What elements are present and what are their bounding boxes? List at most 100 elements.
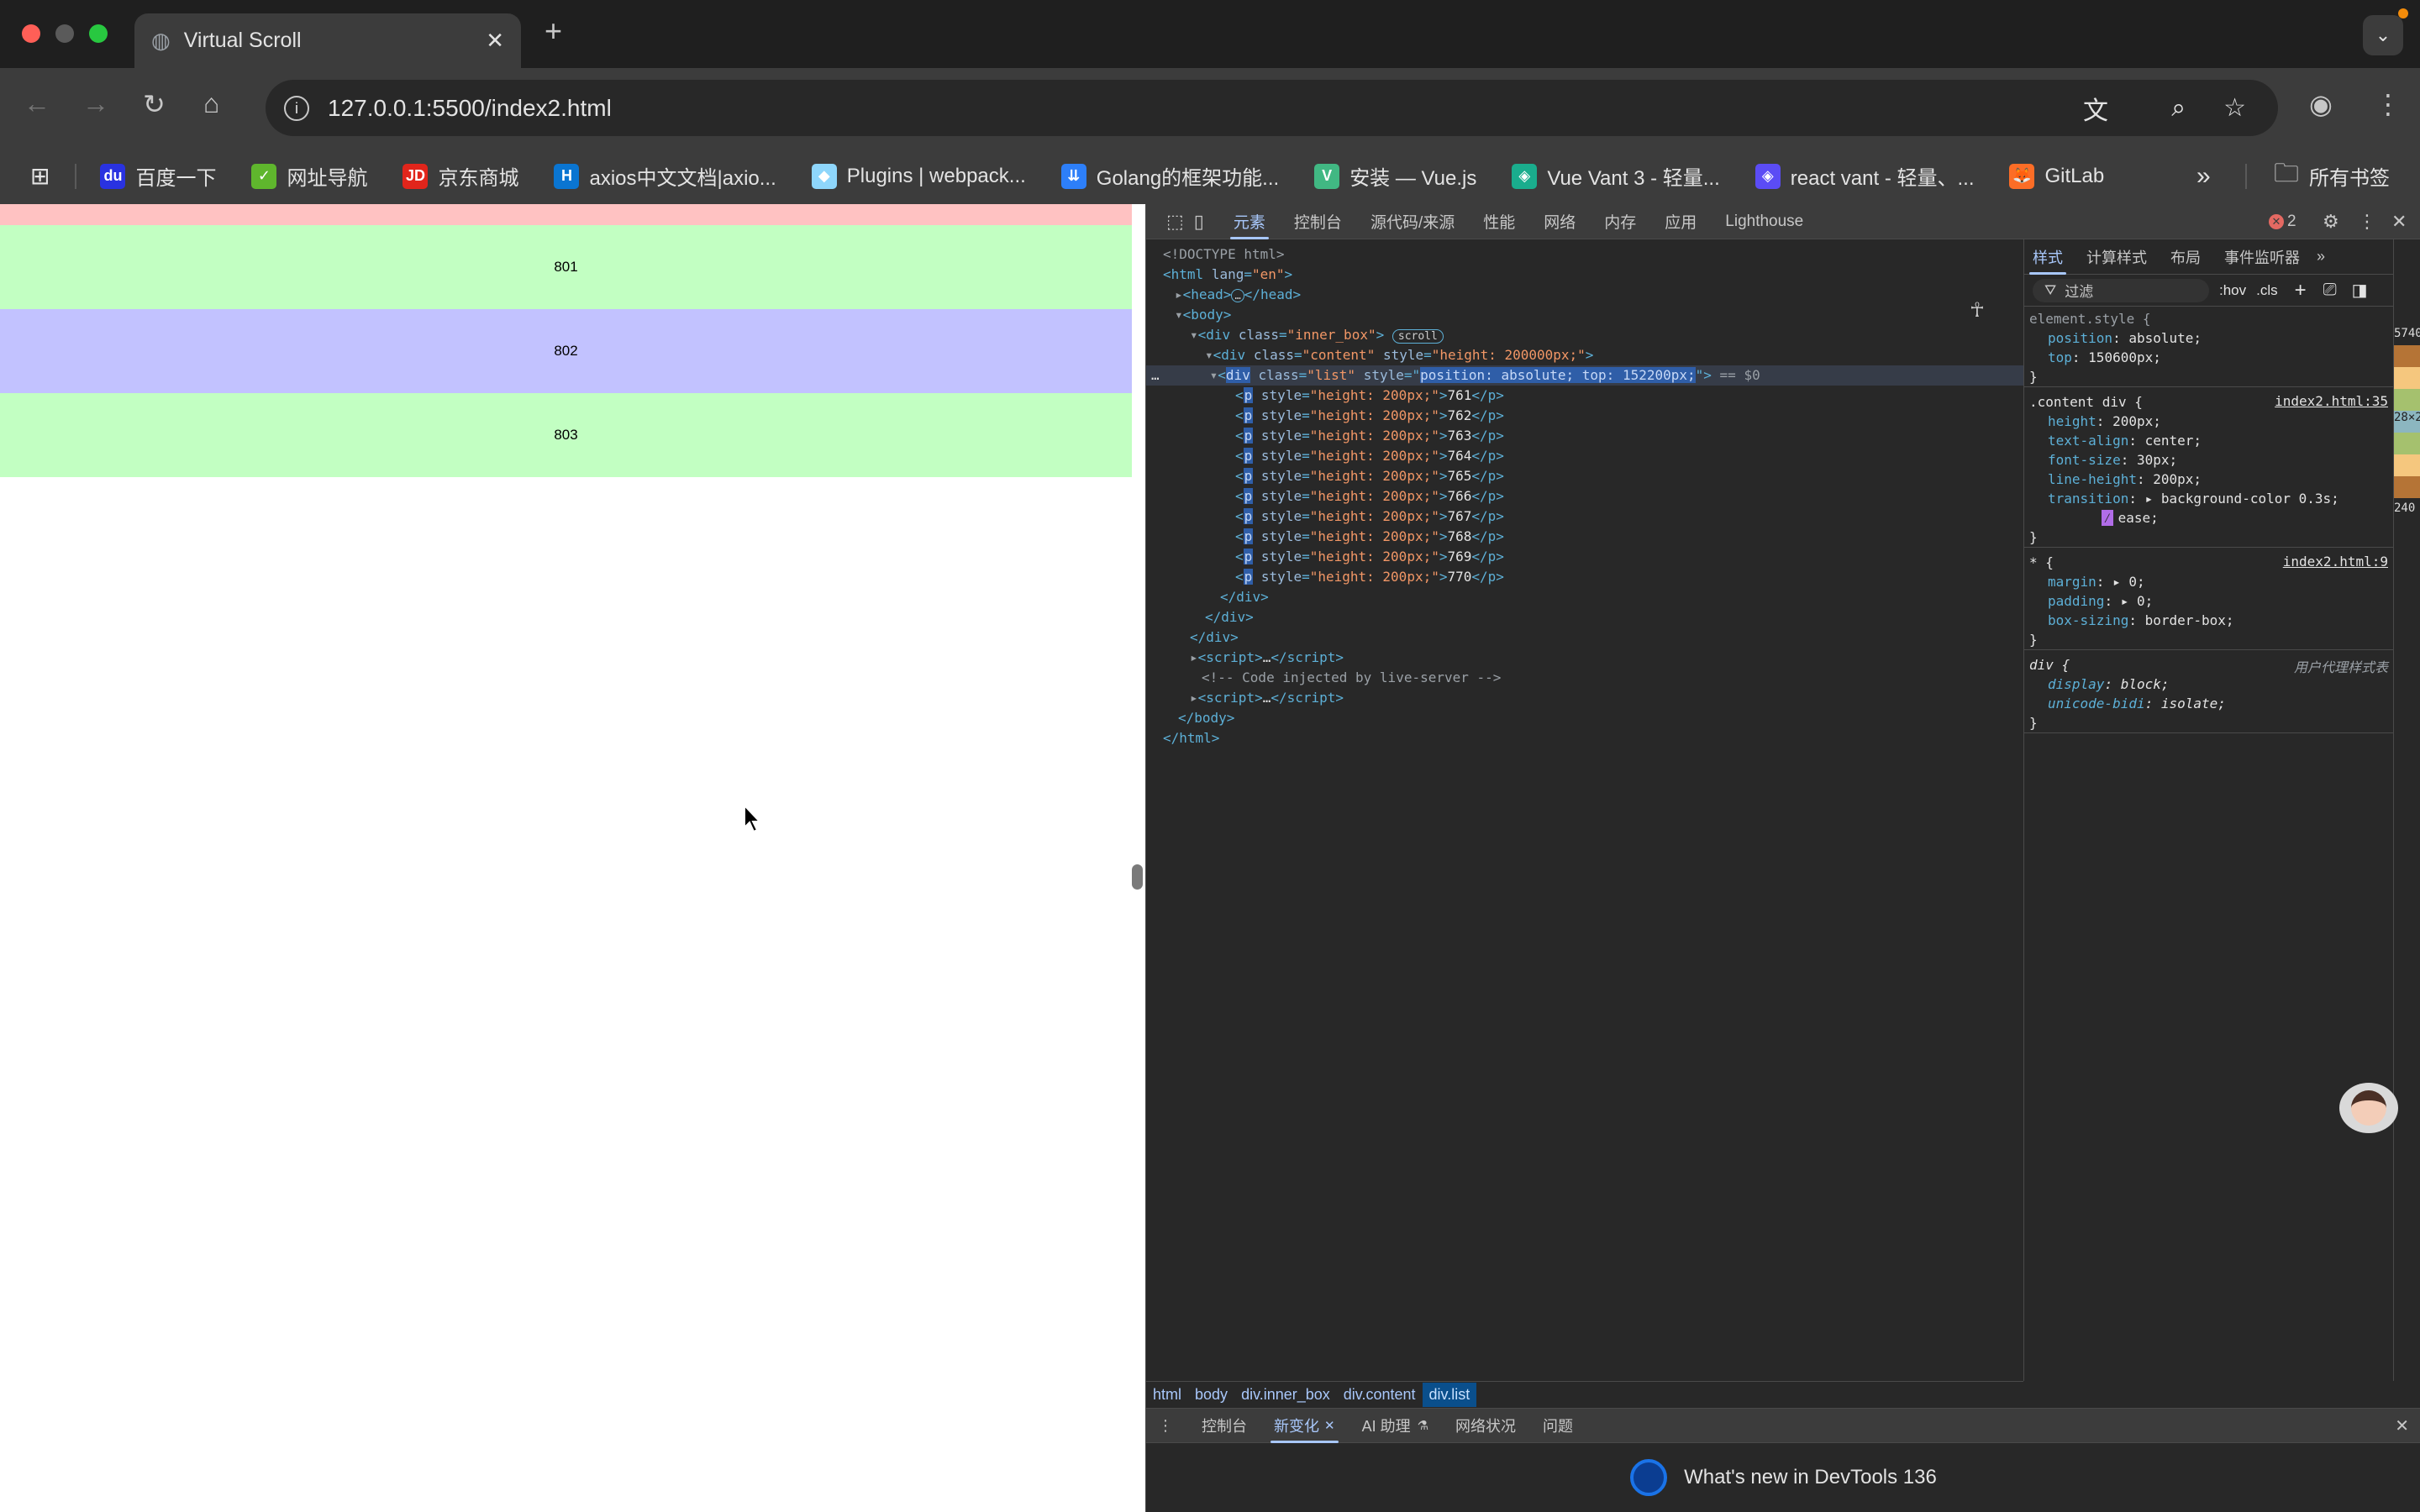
forward-icon[interactable]: → (82, 88, 109, 118)
elements-dom-tree[interactable]: <!DOCTYPE html> <html lang="en"> ▸<head>… (1146, 239, 2023, 1381)
scroll-badge[interactable]: scroll (1392, 329, 1444, 344)
styles-tab[interactable]: 事件监听器 (2224, 249, 2300, 266)
maximize-window-button[interactable] (89, 24, 108, 43)
new-style-rule-icon[interactable]: + (2294, 278, 2307, 302)
bookmark-item[interactable]: ✓ 网址导航 (251, 161, 367, 191)
dom-html[interactable]: <html lang="en"> (1163, 266, 1293, 282)
bookmark-item[interactable]: ◈ react vant - 轻量、... (1754, 161, 1974, 191)
dom-p-item[interactable]: <p style="height: 200px;">762</p> (1235, 407, 1504, 423)
css-property[interactable]: unicode-bidi: isolate; (2048, 696, 2226, 711)
css-source-link[interactable]: index2.html:9 (2282, 554, 2388, 570)
inspect-element-icon[interactable]: ⬚ (1166, 210, 1184, 232)
hov-toggle[interactable]: :hov (2219, 281, 2247, 298)
css-selector[interactable]: div { (2029, 657, 2070, 673)
drawer-tab[interactable]: 问题 (1543, 1408, 1573, 1443)
bookmark-item[interactable]: V 安装 — Vue.js (1314, 161, 1476, 191)
drawer-menu-icon[interactable]: ⋮ (1158, 1416, 1173, 1434)
accessibility-icon[interactable]: ☥ (1970, 298, 1985, 322)
dom-content[interactable]: ▾<div class="content" style="height: 200… (1205, 347, 1594, 363)
css-property[interactable]: display: block; (2048, 676, 2170, 692)
devtools-tab[interactable]: 元素 (1229, 204, 1269, 239)
breadcrumb-item[interactable]: html (1153, 1386, 1182, 1403)
tab-search-button[interactable]: ⌄ (2363, 15, 2403, 55)
close-drawer-icon[interactable]: ✕ (2395, 1416, 2409, 1436)
css-selector[interactable]: element.style { (2029, 311, 2151, 327)
close-tab-icon[interactable]: ✕ (486, 28, 504, 53)
bookmark-item[interactable]: ◈ Vue Vant 3 - 轻量... (1512, 161, 1720, 191)
site-info-icon[interactable]: i (284, 95, 309, 121)
more-bookmarks-button[interactable]: » (2196, 161, 2211, 190)
paint-brush-icon[interactable]: ⎚ (2323, 281, 2337, 299)
close-window-button[interactable] (22, 24, 40, 43)
styles-filter-input[interactable]: ⛛ 过滤 (2033, 278, 2209, 302)
dom-close-div[interactable]: </div> (1220, 589, 1269, 605)
zoom-icon[interactable]: ⌕ (2171, 93, 2186, 122)
translate-icon[interactable]: 文 (2083, 97, 2108, 125)
scrollbar-thumb[interactable] (1132, 864, 1143, 890)
css-property[interactable]: line-height: 200px; (2048, 471, 2202, 487)
address-bar[interactable]: i 127.0.0.1:5500/index2.html 文 ⌕ ☆ (266, 80, 2278, 136)
dom-p-item[interactable]: <p style="height: 200px;">766</p> (1235, 488, 1504, 504)
dom-doctype[interactable]: <!DOCTYPE html> (1163, 246, 1285, 262)
profile-icon[interactable]: ◉ (2309, 89, 2333, 119)
bookmark-star-icon[interactable]: ☆ (2223, 94, 2246, 122)
menu-icon[interactable]: ⋮ (2375, 89, 2402, 119)
dom-head[interactable]: ▸<head>… </head> (1175, 286, 1302, 302)
new-tab-button[interactable]: + (544, 13, 563, 48)
css-property[interactable]: text-align: center; (2048, 433, 2202, 449)
easing-icon[interactable]: ⁄ (2102, 510, 2113, 526)
dom-p-item[interactable]: <p style="height: 200px;">765</p> (1235, 468, 1504, 484)
css-property[interactable]: height: 200px; (2048, 413, 2161, 429)
dom-script[interactable]: ▸<script>…</script> (1190, 690, 1344, 706)
devtools-tab[interactable]: 性能 (1483, 214, 1516, 232)
bookmark-item[interactable]: 🦊 GitLab (2009, 161, 2104, 191)
devtools-tab[interactable]: 源代码/来源 (1370, 214, 1455, 232)
dom-p-item[interactable]: <p style="height: 200px;">769</p> (1235, 549, 1504, 564)
dom-body[interactable]: ▾<body> (1175, 307, 1232, 323)
dom-close-html[interactable]: </html> (1163, 730, 1220, 746)
toggle-sidebar-icon[interactable]: ◨ (2351, 281, 2368, 300)
more-tabs-icon[interactable]: » (2317, 248, 2326, 265)
dom-close-div[interactable]: </div> (1190, 629, 1239, 645)
devtools-tab[interactable]: 控制台 (1293, 214, 1342, 232)
dom-p-item[interactable]: <p style="height: 200px;">767</p> (1235, 508, 1504, 524)
dom-p-item[interactable]: <p style="height: 200px;">770</p> (1235, 569, 1504, 585)
device-toolbar-icon[interactable]: ▯ (1193, 210, 1204, 232)
drawer-tab[interactable]: 控制台 (1202, 1408, 1247, 1443)
dom-p-item[interactable]: <p style="height: 200px;">763</p> (1235, 428, 1504, 444)
drawer-tab[interactable]: 新变化 ✕ (1270, 1408, 1339, 1443)
css-property[interactable]: margin: ▸ 0; (2048, 574, 2145, 590)
breadcrumb-item[interactable]: div.inner_box (1241, 1386, 1330, 1403)
close-tab-icon[interactable]: ✕ (1324, 1419, 1335, 1433)
apps-icon[interactable]: ⊞ (30, 163, 50, 189)
css-property[interactable]: box-sizing: border-box; (2048, 612, 2234, 628)
dom-list-selected[interactable]: … ▾<div class="list" style="position: abs… (1146, 365, 2023, 386)
css-property[interactable]: padding: ▸ 0; (2048, 593, 2154, 609)
settings-gear-icon[interactable]: ⚙ (2323, 210, 2339, 232)
bookmark-item[interactable]: ⇊ Golang的框架功能... (1060, 161, 1279, 191)
drawer-tab[interactable]: AI 助理 ⚗ (1362, 1408, 1428, 1443)
web-page-viewport[interactable]: 801 802 803 (0, 204, 1145, 1512)
devtools-tab[interactable]: Lighthouse (1725, 212, 1804, 230)
css-property[interactable]: transition: ▸ background-color 0.3s; (2048, 491, 2339, 507)
dom-p-item[interactable]: <p style="height: 200px;">768</p> (1235, 528, 1504, 544)
drawer-tab[interactable]: 网络状况 (1455, 1408, 1516, 1443)
css-property[interactable]: position: absolute; (2048, 330, 2202, 346)
devtools-tab[interactable]: 内存 (1604, 214, 1637, 232)
bookmark-item[interactable]: JD 京东商城 (402, 161, 518, 191)
dom-inner-box[interactable]: ▾<div class="inner_box"> scroll (1190, 325, 1444, 345)
url-text[interactable]: 127.0.0.1:5500/index2.html (328, 94, 612, 121)
dom-close-div[interactable]: </div> (1205, 609, 1254, 625)
close-devtools-icon[interactable]: ✕ (2391, 210, 2407, 232)
breadcrumb-item[interactable]: div.content (1343, 1386, 1416, 1403)
css-selector[interactable]: .content div { (2029, 394, 2143, 410)
bookmark-item[interactable]: du 百度一下 (100, 161, 216, 191)
css-source-link[interactable]: index2.html:35 (2275, 393, 2388, 409)
dom-p-item[interactable]: <p style="height: 200px;">764</p> (1235, 448, 1504, 464)
minimize-window-button[interactable] (55, 24, 74, 43)
styles-tab[interactable]: 计算样式 (2086, 249, 2147, 266)
css-property[interactable]: font-size: 30px; (2048, 452, 2178, 468)
error-counter[interactable]: ✕ 2 (2269, 213, 2296, 231)
browser-tab[interactable]: ◍ Virtual Scroll ✕ (134, 13, 521, 68)
